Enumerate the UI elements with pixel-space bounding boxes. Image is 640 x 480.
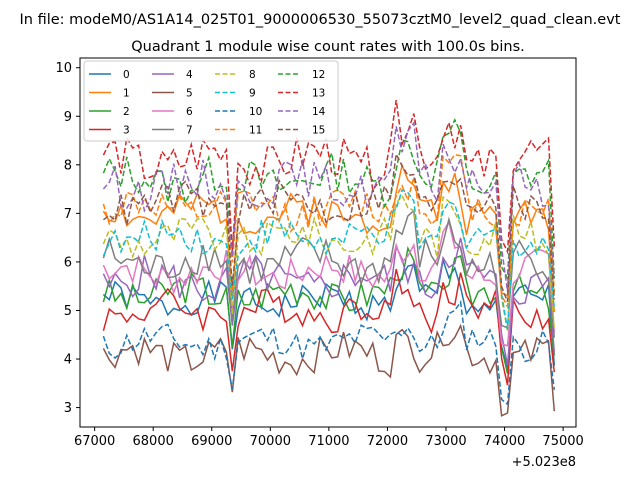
x-tick-label: 74000 xyxy=(484,434,525,449)
x-tick-label: 67000 xyxy=(74,434,115,449)
series-line-4 xyxy=(102,237,556,366)
chart-suptitle: In file: modeM0/AS1A14_025T01_9000006530… xyxy=(20,12,621,28)
y-tick-label: 5 xyxy=(64,304,72,319)
legend-label-1: 1 xyxy=(123,88,130,100)
y-tick-label: 9 xyxy=(64,110,72,125)
y-tick-label: 8 xyxy=(64,158,72,173)
series-line-14 xyxy=(102,121,556,292)
legend-label-9: 9 xyxy=(249,88,256,100)
legend-label-15: 15 xyxy=(312,125,325,137)
x-tick-label: 69000 xyxy=(191,434,232,449)
axes-frame xyxy=(79,57,577,428)
legend-label-4: 4 xyxy=(186,69,193,81)
ticks-layer: 67000 68000 69000 70000 71000 72000 73000 74000… xyxy=(55,61,583,449)
series-line-11 xyxy=(102,153,556,310)
legend-label-0: 0 xyxy=(123,69,130,81)
legend-label-6: 6 xyxy=(186,106,193,118)
x-tick-label: 68000 xyxy=(133,434,174,449)
series-line-6 xyxy=(102,220,556,347)
legend-label-10: 10 xyxy=(249,106,262,118)
legend-label-8: 8 xyxy=(249,69,256,81)
x-tick-label: 75000 xyxy=(542,434,583,449)
legend-label-14: 14 xyxy=(312,106,326,118)
series-layer xyxy=(102,99,556,417)
x-tick-label: 71000 xyxy=(308,434,349,449)
x-tick-label: 70000 xyxy=(250,434,291,449)
legend-label-7: 7 xyxy=(186,125,193,137)
series-line-10 xyxy=(102,299,556,406)
series-line-12 xyxy=(102,117,556,281)
series-line-13 xyxy=(102,99,556,255)
legend-label-11: 11 xyxy=(249,125,262,137)
y-tick-label: 7 xyxy=(64,207,72,222)
chart-title: Quadrant 1 module wise count rates with … xyxy=(131,39,525,55)
series-line-0 xyxy=(102,259,556,369)
y-tick-label: 6 xyxy=(64,255,72,270)
legend-label-5: 5 xyxy=(186,88,193,100)
legend-box xyxy=(83,60,339,142)
series-line-7 xyxy=(102,209,556,338)
x-tick-label: 72000 xyxy=(367,434,408,449)
legend-label-3: 3 xyxy=(123,125,130,137)
legend-label-13: 13 xyxy=(312,88,325,100)
legend-label-2: 2 xyxy=(123,106,130,118)
y-tick-label: 4 xyxy=(64,353,72,368)
series-line-9 xyxy=(102,188,556,330)
series-line-15 xyxy=(102,151,556,303)
series-line-5 xyxy=(102,323,556,417)
x-tick-label: 73000 xyxy=(425,434,466,449)
y-tick-label: 3 xyxy=(64,401,72,416)
y-tick-label: 10 xyxy=(55,61,72,76)
legend-label-12: 12 xyxy=(312,69,325,81)
x-offset-label: +5.023e8 xyxy=(512,455,576,470)
series-line-3 xyxy=(102,268,556,386)
